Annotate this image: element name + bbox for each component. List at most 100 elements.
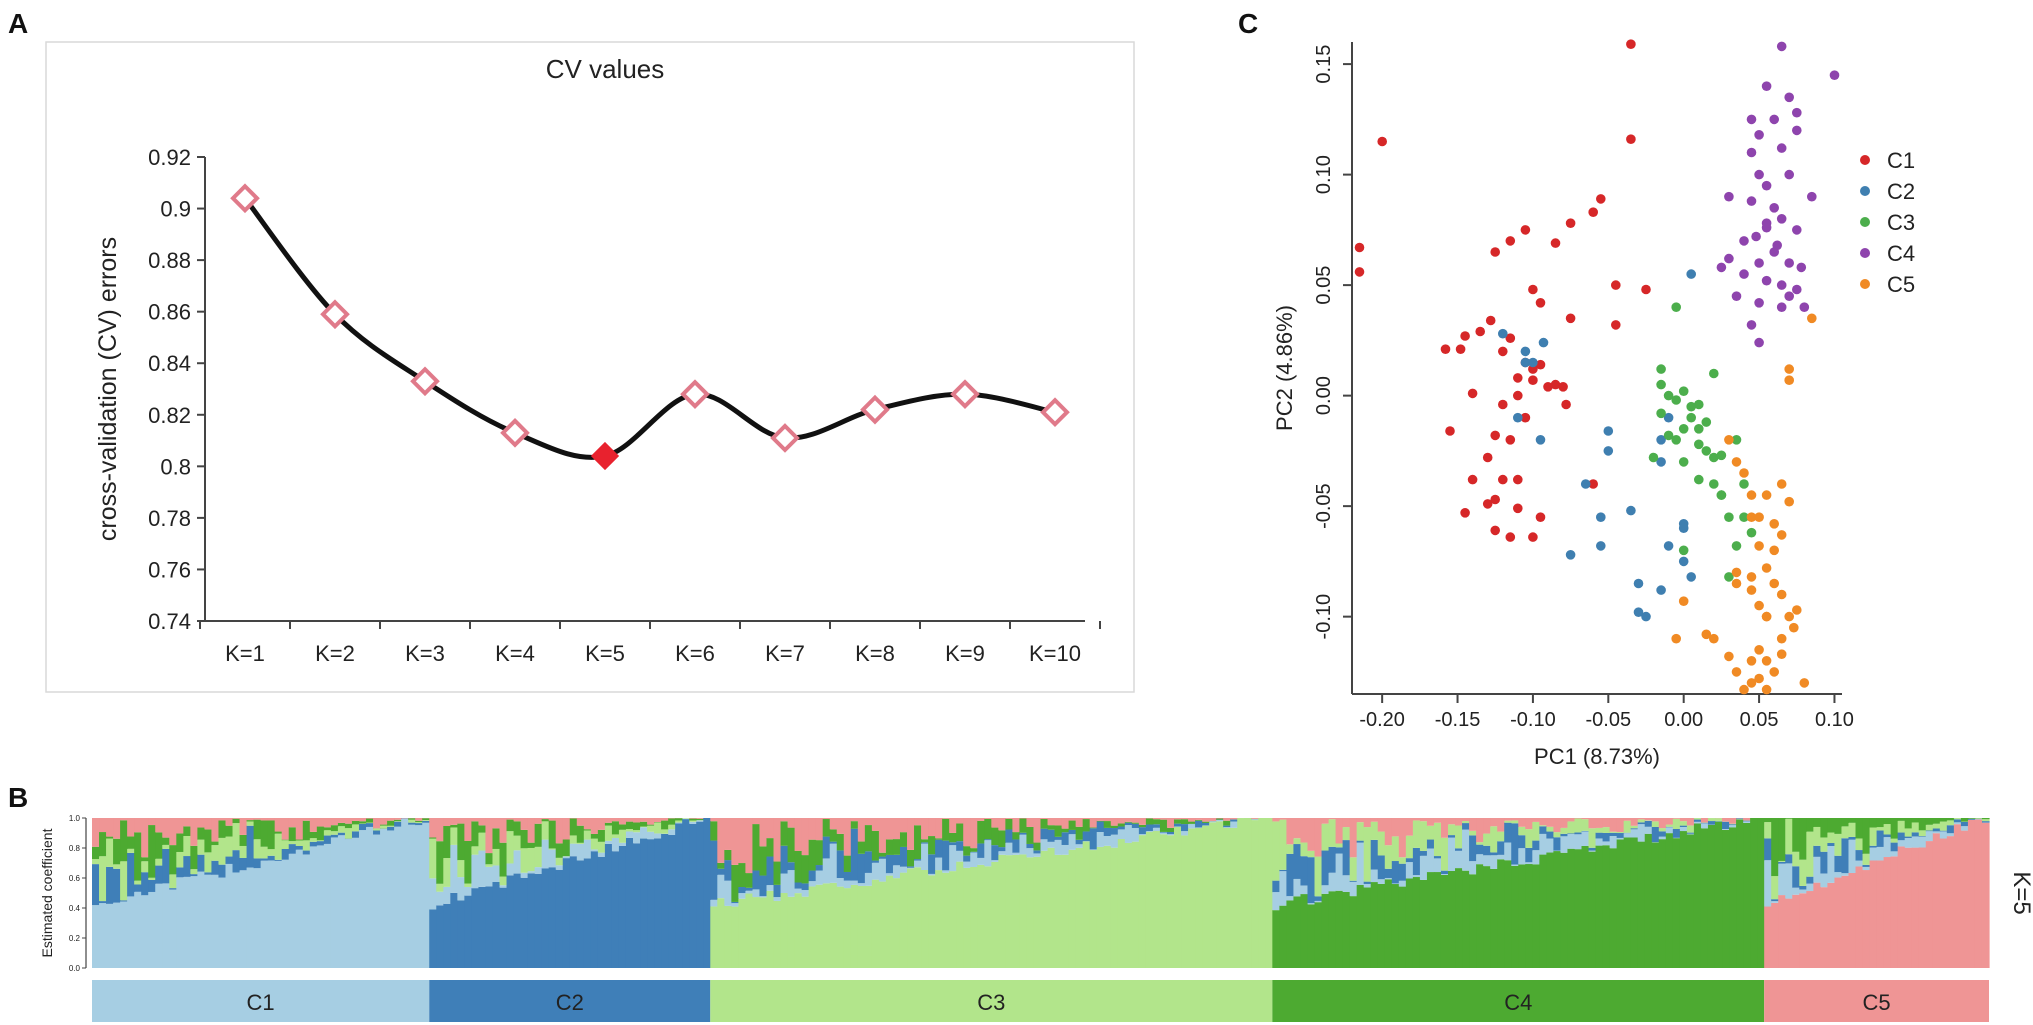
adm-bar-segment bbox=[654, 818, 662, 823]
pca-point-c2 bbox=[1528, 357, 1538, 368]
adm-bar-segment bbox=[738, 818, 747, 864]
pca-point-c5 bbox=[1754, 600, 1764, 611]
adm-bar-segment bbox=[696, 818, 704, 821]
adm-bar-segment bbox=[1637, 841, 1646, 968]
adm-bar-segment bbox=[267, 860, 276, 968]
adm-bar-segment bbox=[1623, 837, 1632, 968]
adm-bar-segment bbox=[204, 852, 213, 873]
pca-y-tick-label: -0.10 bbox=[1313, 594, 1335, 640]
adm-bar-segment bbox=[337, 826, 346, 833]
pca-point-c5 bbox=[1671, 633, 1681, 644]
adm-bar-segment bbox=[1792, 894, 1800, 968]
adm-bar-segment bbox=[1546, 838, 1554, 853]
pca-point-c2 bbox=[1678, 556, 1689, 567]
cv-title: CV values bbox=[546, 54, 665, 84]
pca-point-c5 bbox=[1746, 585, 1757, 595]
pca-point-c5 bbox=[1776, 530, 1787, 540]
adm-bar-segment bbox=[1686, 825, 1695, 833]
pca-point-c2 bbox=[1538, 337, 1549, 348]
adm-bar-segment bbox=[1391, 861, 1400, 884]
pca-point-c3 bbox=[1686, 412, 1696, 423]
adm-bar-segment bbox=[1658, 818, 1667, 829]
adm-bar-segment bbox=[1651, 842, 1660, 968]
adm-bar-segment bbox=[127, 836, 135, 849]
adm-bar-segment bbox=[921, 839, 929, 843]
panel-label-b: B bbox=[8, 782, 29, 813]
adm-bar-segment bbox=[1490, 826, 1498, 853]
adm-bar-segment bbox=[1532, 821, 1540, 841]
adm-bar-segment bbox=[928, 818, 936, 837]
adm-bar-segment bbox=[120, 901, 128, 968]
adm-bar-segment bbox=[141, 818, 149, 858]
adm-bar-segment bbox=[1469, 835, 1477, 862]
adm-bar-segment bbox=[1216, 818, 1224, 819]
adm-bar-segment bbox=[204, 874, 213, 968]
adm-bar-segment bbox=[527, 842, 536, 848]
adm-bar-segment bbox=[829, 882, 838, 968]
adm-bar-segment bbox=[1188, 818, 1196, 822]
adm-bar-segment bbox=[387, 830, 395, 968]
pca-point-c5 bbox=[1761, 563, 1772, 573]
pca-point-c1 bbox=[1505, 333, 1516, 344]
adm-bar-segment bbox=[148, 877, 156, 880]
cv-y-tick-label: 0.78 bbox=[148, 506, 191, 531]
adm-bar-segment bbox=[1286, 896, 1295, 901]
adm-bar-segment bbox=[597, 818, 606, 830]
adm-bar-segment bbox=[197, 871, 206, 968]
adm-bar-segment bbox=[323, 818, 332, 828]
adm-bar-segment bbox=[1476, 854, 1484, 865]
adm-bar-segment bbox=[127, 852, 135, 897]
adm-k-label: K=5 bbox=[2008, 871, 2033, 914]
adm-bar-segment bbox=[1693, 818, 1702, 820]
adm-bar-segment bbox=[1644, 826, 1653, 834]
pca-point-c1 bbox=[1513, 390, 1523, 401]
adm-bar-segment bbox=[176, 818, 184, 834]
adm-bar-segment bbox=[857, 853, 866, 884]
adm-bar-segment bbox=[1356, 822, 1365, 841]
adm-bar-segment bbox=[92, 818, 100, 847]
adm-bar-segment bbox=[1932, 818, 1941, 824]
adm-bar-segment bbox=[1827, 846, 1836, 883]
adm-bar-segment bbox=[583, 829, 592, 831]
adm-bar-segment bbox=[1771, 902, 1779, 968]
adm-bar-segment bbox=[253, 819, 262, 840]
cv-y-tick-label: 0.92 bbox=[148, 145, 191, 170]
adm-bar-segment bbox=[1483, 818, 1491, 834]
pca-point-c4 bbox=[1731, 291, 1742, 302]
adm-bar-segment bbox=[991, 827, 999, 846]
adm-bar-segment bbox=[183, 826, 191, 836]
adm-bar-segment bbox=[780, 818, 789, 822]
adm-bar-segment bbox=[1300, 856, 1309, 886]
adm-bar-segment bbox=[1152, 824, 1161, 828]
cv-x-tick-label: K=1 bbox=[225, 641, 265, 666]
adm-bar-segment bbox=[1159, 819, 1168, 832]
adm-bar-segment bbox=[316, 840, 325, 842]
adm-bar-segment bbox=[1869, 847, 1878, 861]
adm-bar-segment bbox=[1848, 836, 1857, 840]
adm-bar-segment bbox=[183, 835, 191, 857]
adm-bar-segment bbox=[780, 821, 789, 846]
adm-bar-segment bbox=[155, 883, 163, 968]
pca-point-c2 bbox=[1656, 435, 1666, 445]
adm-bar-segment bbox=[1082, 831, 1091, 842]
adm-bar-segment bbox=[443, 826, 451, 859]
cv-y-tick-label: 0.82 bbox=[148, 403, 191, 428]
pca-point-c5 bbox=[1731, 578, 1742, 589]
adm-bar-segment bbox=[1672, 818, 1681, 829]
adm-bar-segment bbox=[1412, 847, 1421, 876]
adm-bar-segment bbox=[1862, 864, 1871, 867]
adm-bar-segment bbox=[422, 818, 430, 820]
adm-bar-segment bbox=[534, 867, 543, 874]
adm-bar-segment bbox=[1188, 828, 1196, 968]
pca-point-c3 bbox=[1716, 490, 1727, 500]
adm-bar-segment bbox=[689, 821, 697, 824]
adm-bar-segment bbox=[253, 818, 262, 820]
cv-x-tick-label: K=5 bbox=[585, 641, 625, 666]
adm-bar-segment bbox=[499, 885, 508, 888]
adm-bar-segment bbox=[1595, 838, 1604, 846]
adm-bar-segment bbox=[1005, 855, 1013, 968]
cv-x-tick-label: K=4 bbox=[495, 641, 535, 666]
adm-bar-segment bbox=[815, 818, 824, 841]
pca-point-c1 bbox=[1460, 331, 1470, 341]
adm-bar-segment bbox=[1637, 822, 1646, 825]
